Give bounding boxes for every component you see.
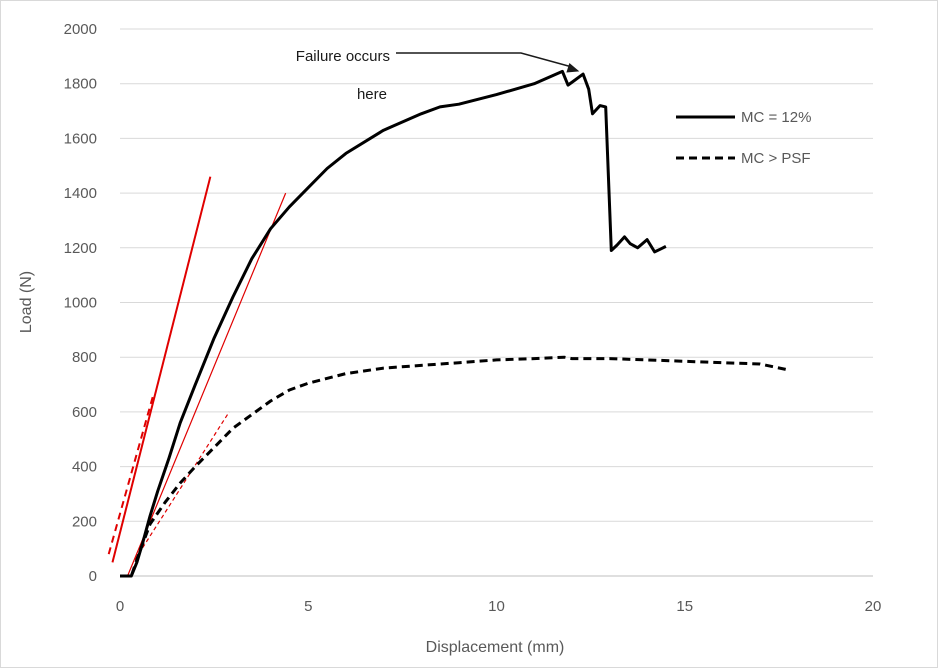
x-axis-title: Displacement (mm) (426, 639, 565, 656)
legend-label-series-1: MC = 12% (741, 109, 811, 126)
x-axis-ticks: 0 5 10 15 20 (116, 598, 882, 615)
reference-line (111, 176, 212, 563)
legend: MC = 12% MC > PSF (676, 109, 811, 167)
y-tick-label: 800 (72, 349, 97, 366)
y-tick-label: 200 (72, 513, 97, 530)
y-tick-label: 400 (72, 459, 97, 476)
x-tick-label: 15 (676, 598, 693, 615)
gridlines (120, 28, 873, 577)
x-tick-label: 0 (116, 598, 124, 615)
reference-line (126, 192, 287, 577)
y-axis-title: Load (N) (18, 271, 35, 333)
x-tick-label: 20 (865, 598, 882, 615)
y-tick-label: 1600 (64, 130, 97, 147)
reference-line (107, 392, 155, 555)
y-tick-label: 1200 (64, 240, 97, 257)
series-group (120, 69, 787, 578)
annotation-text-line-2: here (357, 86, 387, 103)
y-tick-label: 1000 (64, 295, 97, 312)
y-axis-ticks: 0 200 400 600 800 1000 1200 1400 1600 1800 2000 (64, 21, 97, 585)
reference-line (134, 411, 230, 560)
series-line-1 (120, 69, 667, 578)
reference-lines (107, 176, 287, 577)
x-tick-label: 10 (488, 598, 505, 615)
y-tick-label: 2000 (64, 21, 97, 38)
y-tick-label: 1400 (64, 185, 97, 202)
legend-label-series-2: MC > PSF (741, 150, 811, 167)
y-tick-label: 1800 (64, 76, 97, 93)
y-tick-label: 600 (72, 404, 97, 421)
annotation-text-line-1: Failure occurs (296, 48, 390, 65)
annotation-arrowhead (566, 63, 580, 73)
annotation-arrow-line (396, 52, 574, 69)
x-tick-label: 5 (304, 598, 312, 615)
failure-annotation: Failure occurs here (296, 48, 580, 103)
y-tick-label: 0 (89, 568, 97, 585)
